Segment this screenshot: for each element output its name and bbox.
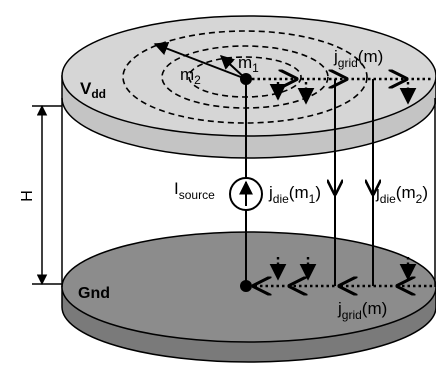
vdd-label: Vdd [80, 79, 106, 101]
contour-outer [122, 30, 368, 124]
current-source-symbol [229, 177, 263, 211]
gnd-plate [61, 231, 436, 363]
jdie-m1-label: jdie(m1) [268, 183, 321, 206]
jgrid-top-label: jgrid(m) [333, 47, 383, 70]
vdd-plate [61, 15, 436, 159]
jgrid-bottom-flow [254, 257, 432, 286]
jdie-m2-label: jdie(m2) [375, 183, 428, 206]
m1-label: m1 [238, 53, 259, 75]
node-m-bottom [240, 280, 252, 292]
node-m-top [240, 73, 252, 85]
m2-radius-arrow [153, 41, 247, 80]
jgrid-bottom-label: jgrid(m) [337, 299, 387, 322]
m2-label: m2 [180, 65, 201, 87]
isource-label: Isource [174, 179, 215, 202]
height-label: H [19, 190, 36, 202]
jgrid-top-flow [252, 79, 432, 105]
gnd-label: Gnd [78, 285, 110, 302]
height-dimension [32, 104, 62, 286]
